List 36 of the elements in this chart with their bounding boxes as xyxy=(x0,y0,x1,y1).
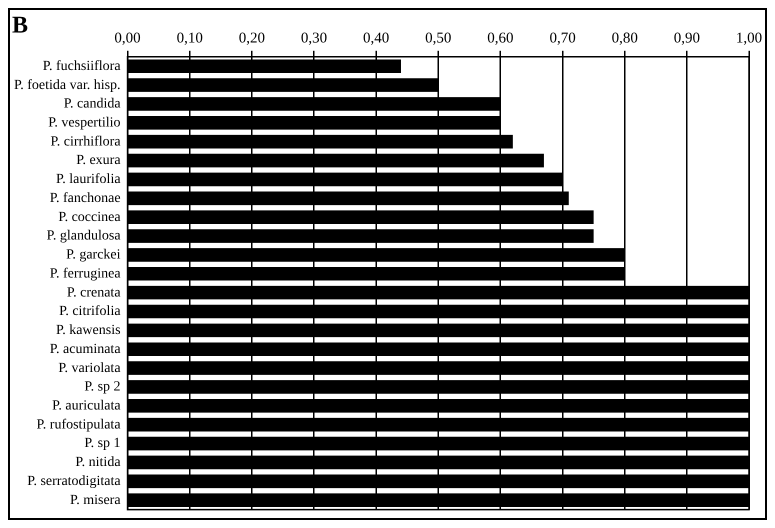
y-tick-label: P. variolata xyxy=(58,360,122,376)
y-tick-label: P. acuminata xyxy=(50,342,122,357)
y-tick-label: P. foetida var. hisp. xyxy=(14,78,121,93)
y-tick-label: P. crenata xyxy=(66,285,122,300)
y-tick-label: P. garckei xyxy=(66,248,121,263)
y-tick-label: P. exura xyxy=(76,153,122,168)
x-tick-label: 0,00 xyxy=(114,30,141,47)
y-tick-label: P. sp 2 xyxy=(84,380,121,395)
y-tick-label: P. laurifolia xyxy=(56,172,122,188)
y-tick-label: P. nitida xyxy=(75,455,122,470)
y-tick-label: P. misera xyxy=(70,492,122,508)
y-tick-label: P. fanchonae xyxy=(50,190,121,206)
y-tick-label: P. rufostipulata xyxy=(36,417,122,432)
x-tick-label: 0,90 xyxy=(674,30,700,47)
y-tick-label: P. cirrhiflora xyxy=(50,134,122,150)
x-tick-label: 0,50 xyxy=(425,30,452,47)
y-tick-label: P. citrifolia xyxy=(59,304,122,320)
y-tick-label: P. auriculata xyxy=(52,398,122,414)
x-tick-label: 0,80 xyxy=(612,30,638,47)
y-tick-label: P. coccinea xyxy=(58,210,122,225)
chart-title: B xyxy=(12,12,28,39)
y-tick-label: P. fuchsiiflora xyxy=(42,58,122,74)
x-tick-label: 0,10 xyxy=(176,30,203,47)
x-tick-label: 0,20 xyxy=(238,30,265,47)
y-tick-label: P. candida xyxy=(64,96,122,112)
x-tick-label: 1,00 xyxy=(736,30,762,47)
y-tick-label: P. vespertilio xyxy=(48,116,121,131)
y-tick-label: P. sp 1 xyxy=(84,436,121,452)
x-tick-label: 0,60 xyxy=(487,30,514,47)
x-tick-label: 0,40 xyxy=(363,30,390,47)
y-tick-label: P. serratodigitata xyxy=(27,474,122,489)
x-tick-label: 0,70 xyxy=(549,30,576,47)
y-tick-label: P. kawensis xyxy=(56,323,121,338)
y-tick-label: P. glandulosa xyxy=(46,228,122,244)
x-tick-label: 0,30 xyxy=(300,30,328,47)
y-tick-label: P. ferruginea xyxy=(50,266,122,282)
